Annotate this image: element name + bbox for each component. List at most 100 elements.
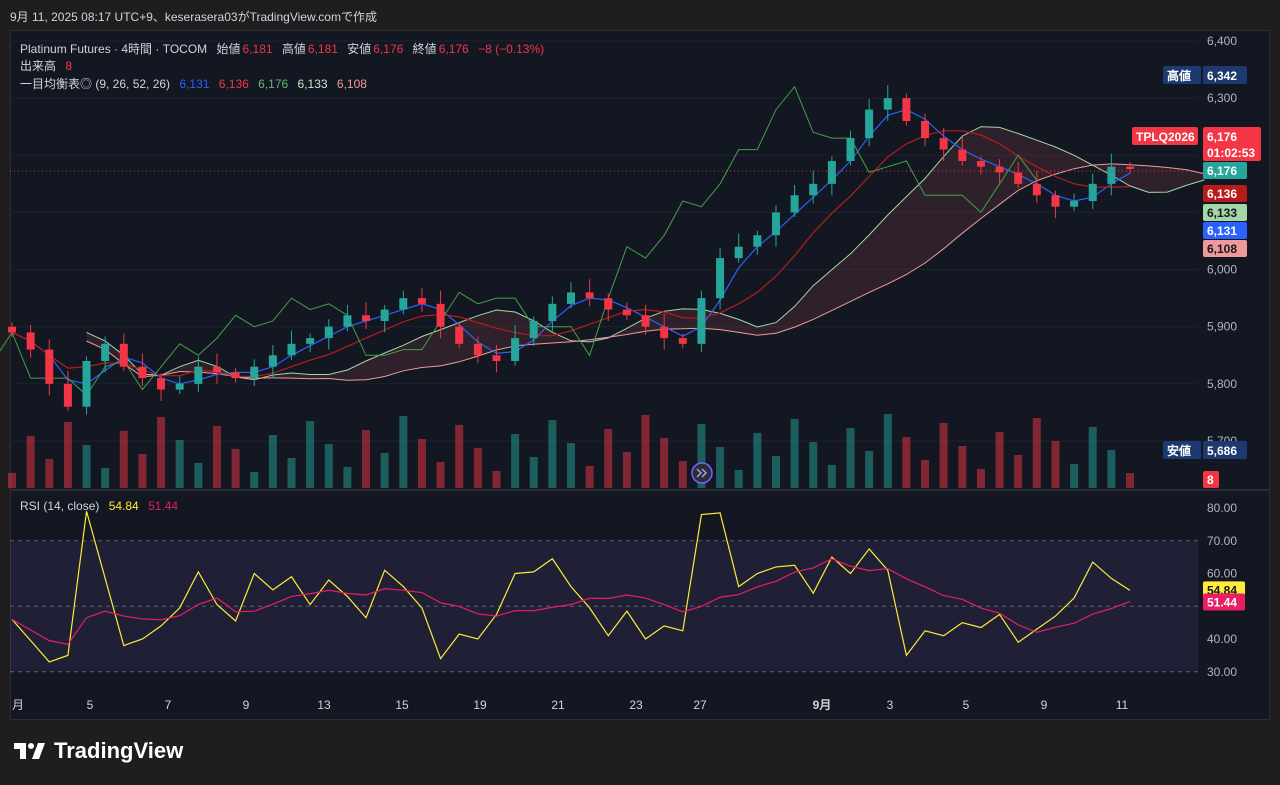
candle-body: [716, 258, 725, 299]
price-badge-bg: [1203, 240, 1247, 257]
volume-bar: [175, 440, 184, 488]
candle-body: [45, 349, 54, 384]
volume-bar: [827, 465, 836, 488]
candle-body: [417, 298, 426, 304]
legend-rsi-label: RSI (14, close): [20, 499, 100, 513]
last-price-badge-bg: [1203, 127, 1261, 145]
volume-bar: [958, 446, 967, 488]
volume-bar: [268, 435, 277, 488]
volume-badge-bg: [1203, 471, 1219, 488]
volume-bar: [976, 469, 985, 488]
candlesticks: [8, 84, 1134, 415]
candle-body: [1126, 166, 1134, 169]
candle-body: [529, 320, 538, 339]
volume-bar: [939, 423, 948, 488]
candle-body: [343, 315, 352, 327]
rsi-line: [11, 511, 1131, 663]
legend-volume-label: 出来高: [20, 59, 57, 73]
volume-bar: [921, 460, 930, 488]
legend-ichimoku-label: 一目均衡表◎ (9, 26, 52, 26): [20, 77, 171, 91]
price-badge-text: 6,136: [1207, 187, 1237, 201]
legend-volume: 出来高 8: [20, 57, 74, 74]
time-tick-label: 13: [317, 698, 331, 712]
legend-ohlc: Platinum Futures · 4時間 · TOCOM 始値 6,181 高…: [20, 40, 546, 57]
high-tag-label: 高値: [1163, 66, 1201, 84]
tradingview-logo[interactable]: TradingView: [12, 738, 183, 764]
time-tick-label: 27: [693, 698, 707, 712]
rsi-tick-label: 70.00: [1207, 534, 1237, 548]
time-axis[interactable]: 月 5 7 9 13 15 19 21 23 27 9月 3 5 9 11: [12, 698, 1129, 712]
candle-body: [511, 338, 520, 361]
candle-body: [492, 355, 501, 361]
volume-bar: [660, 438, 669, 488]
volume-bar: [212, 426, 221, 488]
volume-bar: [548, 420, 557, 488]
volume-badge-text: 8: [1207, 473, 1214, 487]
candle-body: [1032, 183, 1041, 196]
legend-ichimoku: 一目均衡表◎ (9, 26, 52, 26) 6,131 6,136 6,176…: [20, 75, 369, 92]
volume-bar: [567, 443, 575, 488]
candle-body: [995, 166, 1004, 173]
price-scale[interactable]: 6,4006,3006,2006,1006,0005,9005,8005,700…: [1132, 34, 1261, 488]
volume-bar: [8, 473, 16, 488]
time-tick-label: 9: [243, 698, 250, 712]
volume-bar: [343, 467, 352, 488]
ichimoku-cloud: [86, 126, 1205, 381]
volume-bar: [101, 468, 110, 488]
price-grid: [10, 40, 1198, 442]
candle-body: [175, 383, 184, 390]
low-tag-value: 5,686: [1203, 441, 1247, 459]
candle-body: [604, 298, 613, 310]
volume-bar: [1088, 427, 1097, 488]
low-tag-value-bg: [1203, 441, 1247, 459]
low-tag-value-text: 5,686: [1207, 444, 1237, 458]
price-badge-bg: [1203, 185, 1247, 202]
tradingview-logo-icon: [12, 739, 48, 763]
high-tag-value-bg: [1203, 66, 1247, 84]
volume-bar: [362, 430, 371, 488]
legend-high-label: 高値: [281, 42, 306, 56]
volume-bar: [250, 472, 259, 488]
time-tick-label: 19: [473, 698, 487, 712]
volume-bar: [511, 434, 520, 488]
volume-bar: [82, 445, 91, 488]
legend-open-label: 始値: [216, 42, 241, 56]
volume-bar: [1107, 450, 1116, 488]
time-tick-label: 23: [629, 698, 643, 712]
legend-low: 6,176: [373, 42, 404, 56]
replay-icon[interactable]: [691, 462, 713, 484]
ichimoku-lines: [0, 85, 1131, 397]
time-tick-label: 9月: [813, 698, 832, 712]
legend-span-b: 6,108: [336, 77, 367, 91]
volume-bar: [846, 428, 855, 488]
time-tick-label: 5: [87, 698, 94, 712]
rsi-ma-badge: 51.44: [1203, 593, 1245, 611]
time-tick-label: 11: [1116, 698, 1129, 712]
candle-body: [119, 343, 128, 367]
candle-body: [939, 138, 948, 150]
rsi-tick-label: 40.00: [1207, 632, 1237, 646]
candle-body: [958, 149, 967, 161]
candle-body: [436, 303, 445, 327]
legend-chikou: 6,176: [258, 77, 289, 91]
chart-frame[interactable]: [10, 30, 1270, 720]
volume-bar: [194, 463, 203, 488]
candle-body: [306, 338, 315, 344]
symbol-tag-text: TPLQ2026: [1136, 130, 1195, 144]
candle-body: [585, 292, 594, 299]
candle-body: [26, 332, 35, 350]
candle-body: [622, 309, 631, 316]
volume-bar: [734, 470, 743, 488]
volume-bar: [492, 471, 501, 488]
volume-bar: [26, 436, 35, 488]
price-badge: 6,108: [1203, 240, 1247, 257]
price-badge-bg: [1203, 222, 1247, 239]
candle-body: [976, 160, 985, 167]
volume-bar: [417, 439, 426, 488]
candle-body: [753, 235, 762, 247]
volume-bar: [753, 433, 762, 488]
low-tag-label-text: 安値: [1167, 443, 1191, 458]
candle-body: [101, 343, 110, 361]
